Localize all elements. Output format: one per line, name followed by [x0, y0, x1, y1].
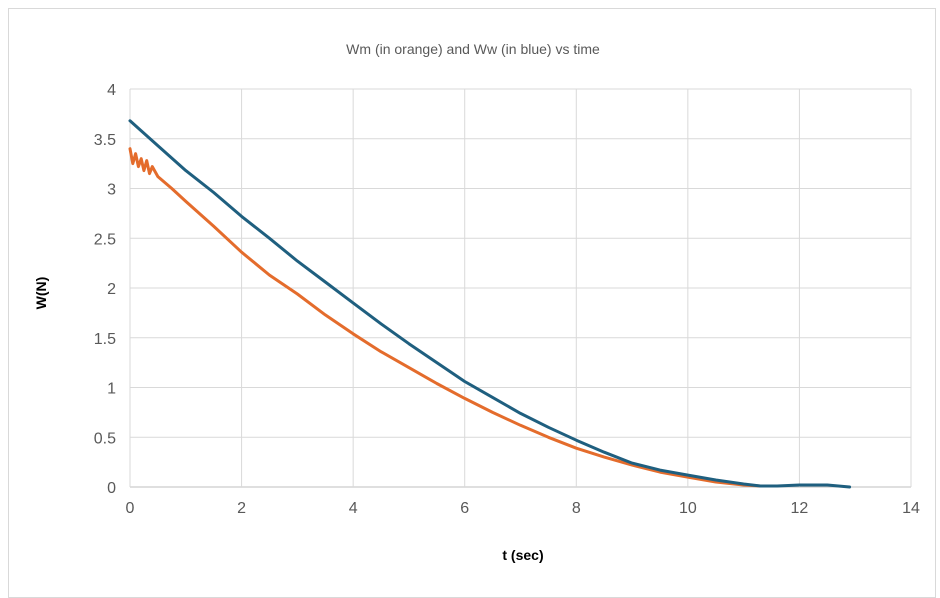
- x-tick-labels: 0 2 4 6 8 10 12 14: [126, 500, 920, 517]
- y-tick-label: 0.5: [94, 430, 116, 447]
- y-tick-label: 3.5: [94, 132, 116, 149]
- y-tick-labels: 0 0.5 1 1.5 2 2.5 3 3.5 4: [94, 82, 116, 497]
- x-tick-label: 4: [349, 500, 358, 517]
- y-tick-label: 3: [107, 182, 116, 199]
- x-tick-label: 6: [460, 500, 469, 517]
- x-tick-label: 14: [902, 500, 920, 517]
- y-tick-label: 2: [107, 281, 116, 298]
- y-tick-label: 1: [107, 381, 116, 398]
- chart-title: Wm (in orange) and Ww (in blue) vs time: [346, 41, 600, 57]
- grid: [129, 88, 912, 488]
- series-line: [128, 147, 762, 488]
- chart-frame: 0 2 4 6 8 10 12 14 0 0.5 1 1.5 2 2.5 3 3.5 4 Wm (in ora…: [8, 8, 936, 598]
- x-tick-label: 8: [572, 500, 581, 517]
- chart-svg: 0 2 4 6 8 10 12 14 0 0.5 1 1.5 2 2.5 3 3.5 4 Wm (in ora…: [33, 41, 920, 563]
- x-axis-label: t (sec): [502, 547, 543, 563]
- x-tick-label: 0: [126, 500, 135, 517]
- y-axis-label: W(N): [33, 277, 49, 310]
- y-tick-label: 1.5: [94, 331, 116, 348]
- series-layer: [128, 119, 852, 489]
- x-tick-label: 12: [791, 500, 809, 517]
- series-line: [128, 119, 852, 489]
- y-tick-label: 4: [107, 82, 116, 99]
- y-tick-label: 2.5: [94, 231, 116, 248]
- x-tick-label: 10: [679, 500, 697, 517]
- y-tick-label: 0: [107, 480, 116, 497]
- x-tick-label: 2: [237, 500, 246, 517]
